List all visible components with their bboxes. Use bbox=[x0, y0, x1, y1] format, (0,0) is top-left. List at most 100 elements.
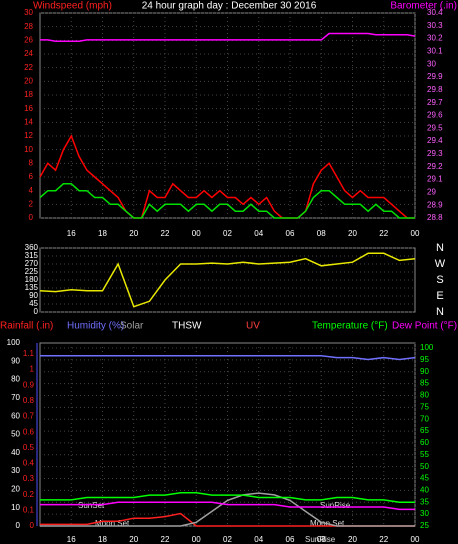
tick-label: 80 bbox=[420, 391, 429, 400]
series-line bbox=[40, 355, 416, 361]
tick-label: 90 bbox=[420, 367, 429, 376]
tick-label: 0.5 bbox=[23, 443, 35, 452]
series-line bbox=[39, 252, 416, 308]
tick-label: 40 bbox=[420, 486, 429, 495]
tick-label: 0.4 bbox=[23, 459, 35, 468]
tick-label: 50 bbox=[11, 430, 20, 439]
tick-label: 60 bbox=[11, 411, 20, 420]
tick-label: 8 bbox=[29, 158, 34, 167]
x-tick-label: 20 bbox=[348, 229, 357, 238]
legend-label: Solar bbox=[120, 321, 144, 332]
tick-label: 20 bbox=[11, 485, 20, 494]
tick-label: 70 bbox=[420, 414, 429, 423]
x-tick-label: 22 bbox=[161, 229, 170, 238]
tick-label: W bbox=[435, 258, 446, 270]
tick-label: 180 bbox=[25, 275, 39, 284]
x-tick-label: 00 bbox=[411, 229, 420, 238]
tick-label: 80 bbox=[11, 375, 20, 384]
tick-label: 35 bbox=[420, 497, 429, 506]
series-line bbox=[40, 492, 415, 504]
x-tick-label: 06 bbox=[286, 535, 295, 544]
x-tick-label: 18 bbox=[98, 229, 107, 238]
tick-label: 60 bbox=[420, 438, 429, 447]
legend-label: UV bbox=[246, 321, 260, 332]
tick-label: N bbox=[436, 242, 444, 254]
tick-label: 28.9 bbox=[427, 200, 443, 209]
series-line bbox=[39, 183, 415, 219]
tick-label: N bbox=[436, 306, 444, 318]
tick-label: 70 bbox=[11, 393, 20, 402]
tick-label: 100 bbox=[7, 338, 21, 347]
tick-label: 100 bbox=[420, 343, 434, 352]
tick-label: 0 bbox=[29, 213, 34, 222]
tick-label: 29.9 bbox=[427, 72, 443, 81]
x-tick-label: 02 bbox=[223, 535, 232, 544]
x-tick-label: 06 bbox=[286, 229, 295, 238]
tick-label: 30 bbox=[11, 466, 20, 475]
tick-label: 29.6 bbox=[427, 111, 443, 120]
x-tick-label: 20 bbox=[348, 535, 357, 544]
series-line bbox=[40, 492, 415, 527]
tick-label: 30.4 bbox=[427, 8, 443, 17]
tick-label: 0.6 bbox=[23, 427, 35, 436]
legend-label: THSW bbox=[172, 321, 202, 332]
x-tick-label: 22 bbox=[161, 535, 170, 544]
tick-label: 29.2 bbox=[427, 162, 443, 171]
tick-label: 10 bbox=[24, 145, 33, 154]
tick-label: 0.7 bbox=[23, 412, 35, 421]
tick-label: 65 bbox=[420, 426, 429, 435]
y-axis-label: Windspeed (mph) bbox=[33, 1, 112, 12]
tick-label: 25 bbox=[420, 521, 429, 530]
tick-label: 16 bbox=[24, 104, 33, 113]
series-line bbox=[39, 134, 415, 219]
tick-label: 45 bbox=[420, 474, 429, 483]
tick-label: 18 bbox=[24, 90, 33, 99]
tick-label: 26 bbox=[24, 35, 33, 44]
tick-label: S bbox=[436, 274, 443, 286]
legend-label: Rainfall (.in) bbox=[0, 321, 53, 332]
tick-label: 40 bbox=[11, 448, 20, 457]
x-tick-label: 16 bbox=[67, 229, 76, 238]
tick-label: 30.2 bbox=[427, 34, 443, 43]
x-tick-label: 00 bbox=[192, 535, 201, 544]
x-tick-label: 00 bbox=[192, 229, 201, 238]
tick-label: 30 bbox=[24, 8, 33, 17]
x-tick-label: 08 bbox=[317, 229, 326, 238]
tick-label: 4 bbox=[29, 186, 34, 195]
tick-label: 0.3 bbox=[23, 474, 35, 483]
tick-label: 270 bbox=[25, 259, 39, 268]
tick-label: 85 bbox=[420, 379, 429, 388]
tick-label: 0.8 bbox=[23, 396, 35, 405]
legend-label: Humidity (%) bbox=[67, 321, 124, 332]
tick-label: 0 bbox=[30, 521, 35, 530]
tick-label: 24 bbox=[24, 49, 33, 58]
x-tick-label: 22 bbox=[379, 229, 388, 238]
tick-label: E bbox=[436, 290, 443, 302]
x-tick-label: 08 bbox=[317, 535, 326, 544]
tick-label: 29.3 bbox=[427, 149, 443, 158]
legend-label: Dew Point (°F) bbox=[392, 321, 457, 332]
series-line bbox=[40, 501, 415, 511]
chart-title: 24 hour graph day : December 30 2016 bbox=[142, 1, 317, 12]
tick-label: 14 bbox=[24, 117, 33, 126]
tick-label: 95 bbox=[420, 355, 429, 364]
x-tick-label: 16 bbox=[67, 535, 76, 544]
legend-label: Temperature (°F) bbox=[312, 321, 388, 332]
tick-label: 225 bbox=[25, 267, 39, 276]
series-line bbox=[40, 32, 416, 42]
tick-label: 29.7 bbox=[427, 98, 443, 107]
tick-label: 6 bbox=[29, 172, 34, 181]
annotation: SunRise bbox=[320, 501, 351, 510]
tick-label: 29 bbox=[427, 187, 436, 196]
annotation: SunRise bbox=[305, 535, 336, 544]
x-tick-label: 18 bbox=[98, 535, 107, 544]
x-tick-label: 00 bbox=[411, 535, 420, 544]
tick-label: 30.3 bbox=[427, 21, 443, 30]
tick-label: 45 bbox=[29, 299, 38, 308]
x-tick-label: 04 bbox=[254, 229, 263, 238]
tick-label: 28.8 bbox=[427, 213, 443, 222]
tick-label: 22 bbox=[24, 63, 33, 72]
tick-label: 1.1 bbox=[23, 349, 35, 358]
x-tick-label: 04 bbox=[254, 535, 263, 544]
